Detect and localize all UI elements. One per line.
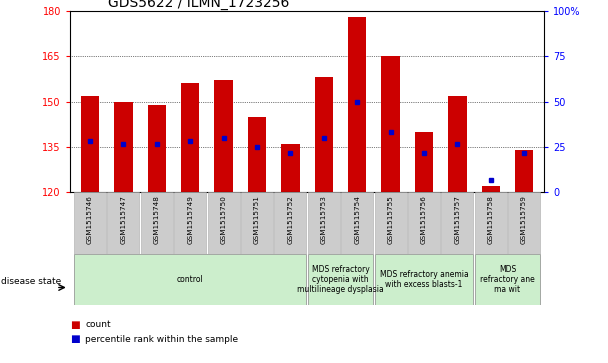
- Text: GSM1515746: GSM1515746: [87, 195, 93, 244]
- Text: count: count: [85, 321, 111, 329]
- Bar: [114, 102, 133, 192]
- Text: GDS5622 / ILMN_1723256: GDS5622 / ILMN_1723256: [108, 0, 289, 10]
- Text: GSM1515755: GSM1515755: [387, 195, 393, 244]
- Bar: [415, 132, 433, 192]
- Bar: [448, 95, 466, 192]
- Text: ■: ■: [70, 334, 80, 344]
- Bar: [381, 56, 399, 192]
- Bar: [81, 95, 99, 192]
- Bar: [140, 192, 173, 254]
- Text: control: control: [177, 275, 204, 284]
- Bar: [74, 192, 106, 254]
- Text: GSM1515759: GSM1515759: [521, 195, 527, 244]
- Bar: [308, 192, 340, 254]
- Bar: [215, 81, 233, 192]
- Text: GSM1515750: GSM1515750: [221, 195, 227, 244]
- Text: disease state: disease state: [1, 277, 61, 286]
- Bar: [148, 105, 166, 192]
- Text: GSM1515757: GSM1515757: [454, 195, 460, 244]
- Bar: [348, 17, 367, 192]
- Text: GSM1515749: GSM1515749: [187, 195, 193, 244]
- Text: ■: ■: [70, 320, 80, 330]
- Bar: [174, 192, 206, 254]
- Bar: [482, 186, 500, 192]
- Bar: [108, 192, 139, 254]
- Bar: [207, 192, 240, 254]
- Text: GSM1515752: GSM1515752: [288, 195, 293, 244]
- Text: GSM1515754: GSM1515754: [354, 195, 360, 244]
- Bar: [475, 254, 540, 305]
- Text: GSM1515753: GSM1515753: [321, 195, 326, 244]
- Bar: [375, 254, 474, 305]
- Bar: [515, 150, 533, 192]
- Bar: [74, 254, 306, 305]
- Bar: [508, 192, 540, 254]
- Bar: [441, 192, 474, 254]
- Text: GSM1515758: GSM1515758: [488, 195, 494, 244]
- Text: MDS refractory
cytopenia with
multilineage dysplasia: MDS refractory cytopenia with multilinea…: [297, 265, 384, 294]
- Bar: [475, 192, 506, 254]
- Bar: [308, 254, 373, 305]
- Text: GSM1515751: GSM1515751: [254, 195, 260, 244]
- Text: GSM1515748: GSM1515748: [154, 195, 160, 244]
- Bar: [241, 192, 273, 254]
- Bar: [281, 144, 300, 192]
- Bar: [248, 117, 266, 192]
- Bar: [274, 192, 306, 254]
- Text: GSM1515756: GSM1515756: [421, 195, 427, 244]
- Text: percentile rank within the sample: percentile rank within the sample: [85, 335, 238, 344]
- Bar: [341, 192, 373, 254]
- Text: MDS refractory anemia
with excess blasts-1: MDS refractory anemia with excess blasts…: [379, 270, 468, 289]
- Bar: [181, 83, 199, 192]
- Bar: [408, 192, 440, 254]
- Bar: [314, 77, 333, 192]
- Bar: [375, 192, 407, 254]
- Text: GSM1515747: GSM1515747: [120, 195, 126, 244]
- Text: MDS
refractory ane
ma wit: MDS refractory ane ma wit: [480, 265, 535, 294]
